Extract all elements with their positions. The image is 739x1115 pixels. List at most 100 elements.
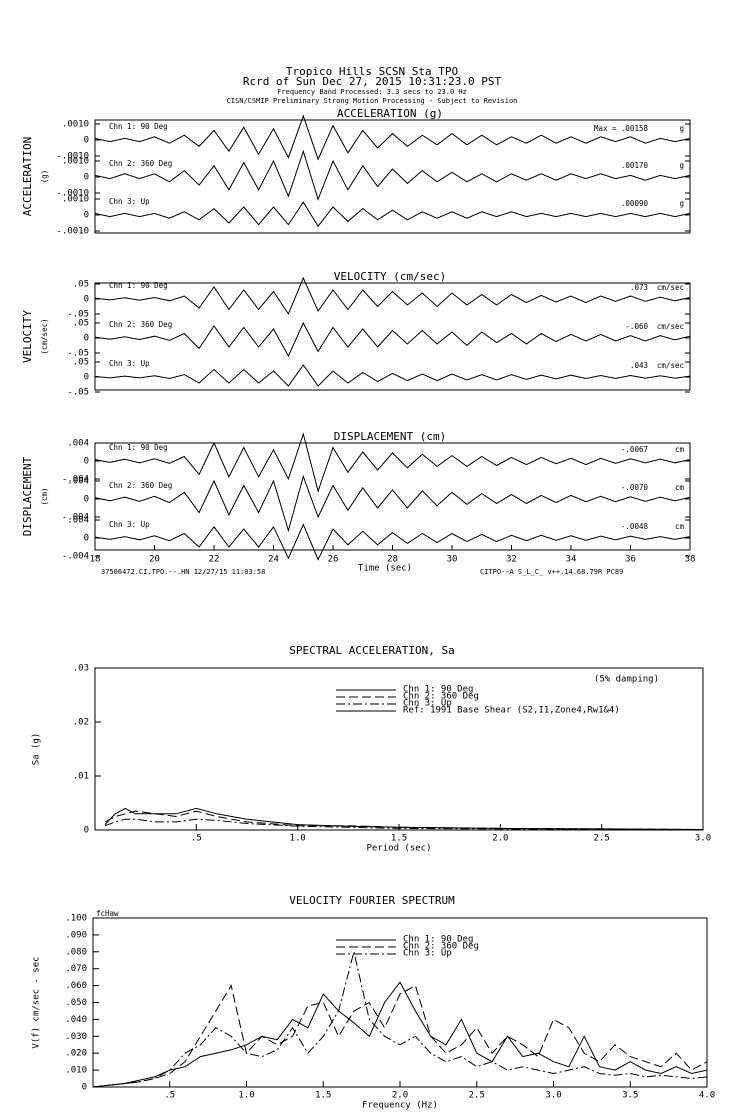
peak-unit: cm/sec <box>657 322 684 331</box>
peak-unit: cm <box>675 483 685 492</box>
line-series <box>92 984 708 1088</box>
legend-label: Chn 2: 360 Deg <box>403 692 479 702</box>
y-axis-units: (g) <box>40 170 49 184</box>
x-tick-label: 34 <box>566 555 577 565</box>
legend-label: Chn 1: 90 Deg <box>403 685 473 695</box>
x-tick-label: 4.0 <box>699 1091 715 1101</box>
y-tick-label: .03 <box>73 664 89 674</box>
peak-unit: g <box>679 199 684 208</box>
peak-unit: g <box>679 124 684 133</box>
annotation: (5% damping) <box>594 675 659 685</box>
x-axis-label: Period (sec) <box>366 844 431 854</box>
x-axis-label: Frequency (Hz) <box>362 1101 438 1111</box>
y-tick-label: .0010 <box>62 157 89 167</box>
y-tick-label: .0010 <box>62 120 89 130</box>
y-axis-label: V(f) cm/sec - sec <box>32 956 42 1048</box>
peak-label: -.0048 <box>621 522 649 531</box>
trace <box>94 474 691 533</box>
y-tick-label: .004 <box>67 439 89 449</box>
y-tick-label: .060 <box>65 981 87 991</box>
y-tick-label: 0 <box>84 295 89 305</box>
y-tick-label: -.05 <box>67 349 89 359</box>
peak-label: .043 <box>630 361 648 370</box>
channel-label: Chn 3: Up <box>109 520 150 529</box>
x-tick-label: 2.5 <box>469 1091 485 1101</box>
y-tick-label: .100 <box>65 914 87 924</box>
y-tick-label: 0 <box>84 136 89 146</box>
peak-unit: g <box>679 161 684 170</box>
y-tick-label: -.004 <box>62 552 89 562</box>
y-tick-label: -.004 <box>62 475 89 485</box>
y-axis-label: DISPLACEMENT <box>21 456 34 536</box>
y-tick-label: 0 <box>84 826 89 836</box>
header-line: CISN/CSMIP Preliminary Strong Motion Pro… <box>227 97 518 105</box>
y-tick-label: 0 <box>84 457 89 467</box>
x-tick-label: 28 <box>387 555 398 565</box>
footer-right: CITPO--A S_L_C_ v++.14.68.79R PC89 <box>480 568 623 576</box>
header-line: Tropico Hills SCSN Sta TPO <box>286 65 458 78</box>
y-tick-label: .040 <box>65 1015 87 1025</box>
x-tick-label: 1.0 <box>238 1091 254 1101</box>
y-tick-label: 0 <box>84 334 89 344</box>
y-tick-label: .05 <box>73 280 89 290</box>
y-tick-label: .020 <box>65 1049 87 1059</box>
line-series <box>104 818 703 830</box>
x-tick-label: 3.0 <box>695 834 711 844</box>
y-tick-label: .05 <box>73 358 89 368</box>
panel-title: VELOCITY (cm/sec) <box>334 270 447 283</box>
line-series <box>92 981 708 1088</box>
x-tick-label: 20 <box>149 555 160 565</box>
peak-label: .00170 <box>621 161 649 170</box>
x-tick-label: 3.0 <box>545 1091 561 1101</box>
y-axis-units: (cm) <box>40 487 49 505</box>
x-tick-label: 2.5 <box>594 834 610 844</box>
x-tick-label: 2.0 <box>392 1091 408 1101</box>
trace <box>94 432 691 493</box>
peak-label: -.0070 <box>621 483 649 492</box>
legend-label: Chn 1: 90 Deg <box>403 935 473 945</box>
y-tick-label: -.0010 <box>56 152 89 162</box>
y-axis-label: ACCELERATION <box>21 137 34 216</box>
legend-label: Chn 2: 360 Deg <box>403 942 479 952</box>
header-line: Rcrd of Sun Dec 27, 2015 10:31:23.0 PST <box>243 75 502 88</box>
y-tick-label: 0 <box>84 373 89 383</box>
x-tick-label: 22 <box>209 555 220 565</box>
channel-label: Chn 1: 90 Deg <box>109 281 168 290</box>
peak-unit: cm <box>675 445 685 454</box>
legend-label: Chn 3: Up <box>403 949 452 959</box>
peak-unit: cm/sec <box>657 283 684 292</box>
channel-label: Chn 2: 360 Deg <box>109 159 172 168</box>
y-tick-label: .02 <box>73 718 89 728</box>
y-tick-label: -.0010 <box>56 189 89 199</box>
x-tick-label: 36 <box>625 555 636 565</box>
x-tick-label: 1.0 <box>290 834 306 844</box>
y-tick-label: .080 <box>65 947 87 957</box>
x-tick-label: 32 <box>506 555 517 565</box>
peak-unit: cm <box>675 522 685 531</box>
channel-label: Chn 1: 90 Deg <box>109 122 168 131</box>
footer-left: 37506472.CI.TPO.--.HN 12/27/15 11:03:58 <box>101 568 265 576</box>
trace <box>94 114 691 161</box>
channel-label: Chn 3: Up <box>109 197 150 206</box>
y-tick-label: 0 <box>84 495 89 505</box>
y-tick-label: 0 <box>84 211 89 221</box>
y-axis-units: (cm/sec) <box>40 318 49 354</box>
trace <box>94 364 691 387</box>
x-tick-label: 38 <box>685 555 696 565</box>
y-tick-label: .0010 <box>62 195 89 205</box>
x-tick-label: 2.0 <box>492 834 508 844</box>
x-tick-label: 18 <box>90 555 101 565</box>
peak-label: .00158 <box>621 124 649 133</box>
y-axis-label: Sa (g) <box>32 733 42 766</box>
y-tick-label: .070 <box>65 964 87 974</box>
y-tick-label: -.05 <box>67 310 89 320</box>
channel-label: Chn 2: 360 Deg <box>109 320 172 329</box>
y-tick-label: -.0010 <box>56 227 89 237</box>
x-tick-label: 30 <box>447 555 458 565</box>
peak-label: .00090 <box>621 199 649 208</box>
peak-label: .073 <box>630 283 648 292</box>
peak-unit: cm/sec <box>657 361 684 370</box>
y-tick-label: -.004 <box>62 513 89 523</box>
y-tick-label: 0 <box>82 1083 87 1093</box>
y-tick-label: .004 <box>67 516 89 526</box>
